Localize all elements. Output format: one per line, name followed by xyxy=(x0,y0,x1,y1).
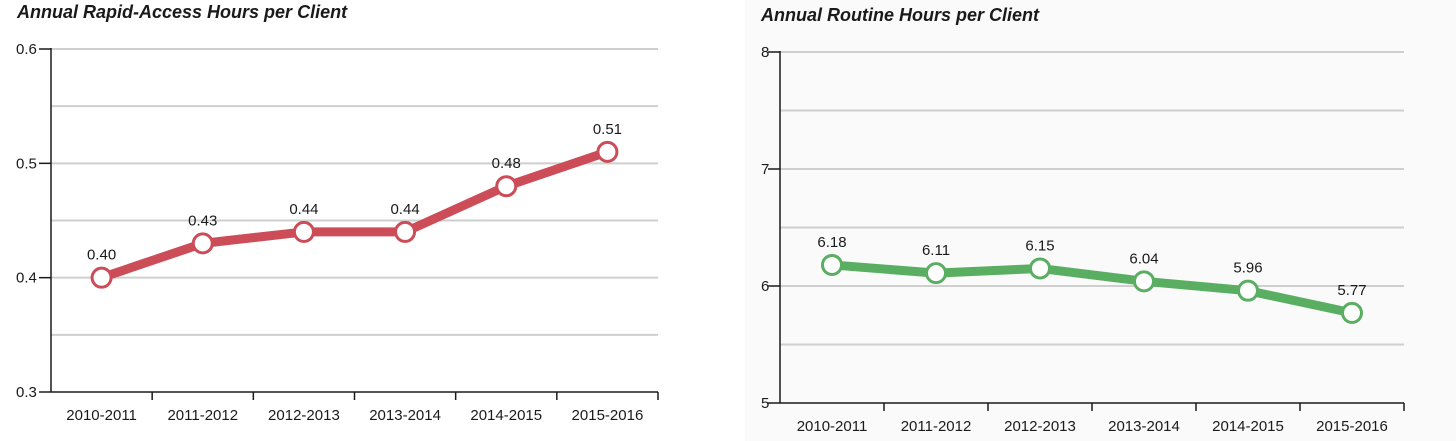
x-tick-label: 2010-2011 xyxy=(797,418,868,435)
data-point xyxy=(925,262,947,285)
x-tick-label: 2013-2014 xyxy=(1108,418,1180,435)
data-point xyxy=(1237,279,1259,302)
series-line xyxy=(97,147,612,283)
data-label: 6.04 xyxy=(1129,250,1158,267)
data-point xyxy=(1133,270,1155,293)
x-tick-label: 2014-2015 xyxy=(470,407,542,424)
x-tick-label: 2014-2015 xyxy=(1212,418,1284,435)
data-label: 5.96 xyxy=(1233,260,1262,277)
chart-title: Annual Rapid-Access Hours per Client xyxy=(17,2,348,22)
data-label: 0.43 xyxy=(188,212,217,229)
data-label: 6.11 xyxy=(922,242,950,259)
data-point xyxy=(90,266,113,289)
data-label: 6.18 xyxy=(817,234,846,251)
data-label: 0.51 xyxy=(593,121,622,138)
x-tick-label: 2012-2013 xyxy=(1004,418,1076,435)
chart-canvas-routine: 5 6 7 8 2010-2011 2011-2012 2012-2013 2013-2014… xyxy=(761,44,1405,435)
chart-panel-routine: Annual Routine Hours per Client 5 6 7 8 2010… xyxy=(745,0,1456,441)
y-tick-label: 8 xyxy=(761,44,769,61)
data-point xyxy=(1341,301,1363,324)
chart-panel-rapid-access: Annual Rapid-Access Hours per Client 0.3… xyxy=(16,2,659,424)
y-tick-label: 6 xyxy=(761,278,769,295)
data-point xyxy=(821,253,843,276)
data-point xyxy=(292,220,315,243)
x-tick-label: 2010-2011 xyxy=(66,407,137,424)
data-point xyxy=(495,175,518,198)
data-point xyxy=(191,232,214,255)
data-point xyxy=(394,220,417,243)
y-tick-label: 0.5 xyxy=(16,155,37,172)
y-tick-label: 5 xyxy=(761,395,769,412)
x-tick-label: 2012-2013 xyxy=(268,407,340,424)
data-label: 0.48 xyxy=(492,155,521,172)
data-point xyxy=(596,140,619,163)
y-tick-label: 7 xyxy=(761,161,769,178)
data-label: 0.40 xyxy=(87,247,116,264)
chart-canvas-rapid-access: 0.3 0.4 0.5 0.6 2010-2011 2011-2012 2012-2013 2… xyxy=(16,41,659,424)
data-point xyxy=(1029,257,1051,280)
x-tick-label: 2011-2012 xyxy=(167,407,238,424)
x-tick-label: 2015-2016 xyxy=(1316,418,1388,435)
data-label: 0.44 xyxy=(390,201,419,218)
y-tick-label: 0.3 xyxy=(16,384,37,401)
y-tick-label: 0.4 xyxy=(16,270,37,287)
y-tick-label: 0.6 xyxy=(16,41,37,58)
x-tick-label: 2015-2016 xyxy=(572,407,644,424)
chart-title: Annual Routine Hours per Client xyxy=(761,5,1040,25)
x-tick-label: 2013-2014 xyxy=(369,407,441,424)
data-label: 6.15 xyxy=(1025,237,1054,254)
data-label: 0.44 xyxy=(289,201,318,218)
series-line xyxy=(827,260,1357,318)
data-label: 5.77 xyxy=(1337,282,1366,299)
x-tick-label: 2011-2012 xyxy=(901,418,972,435)
